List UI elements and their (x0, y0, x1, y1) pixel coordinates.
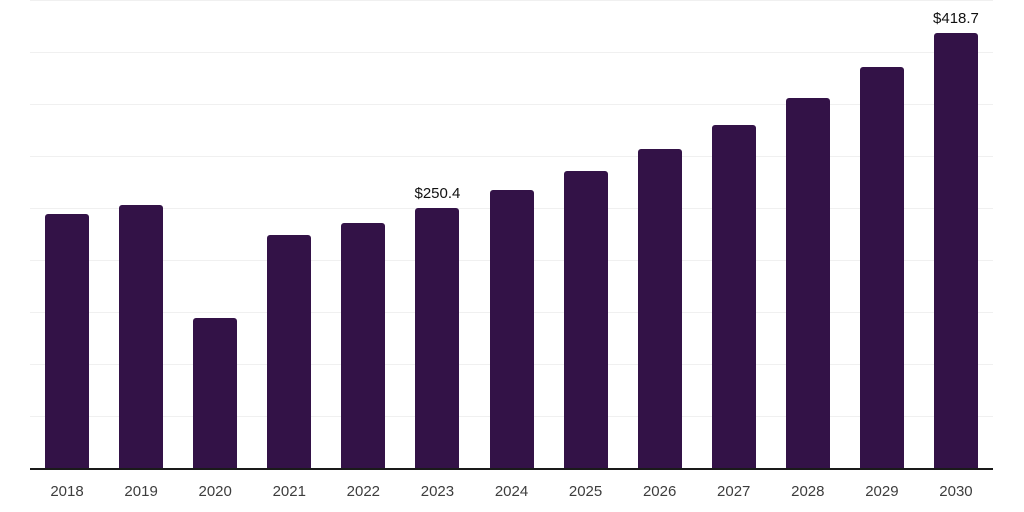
x-tick-2025: 2025 (568, 483, 603, 500)
bar-2024 (489, 189, 534, 468)
x-axis: 2018 2019 2020 2021 2022 2023 2024 2025 2026 2027… (30, 484, 993, 504)
x-tick-2019: 2019 (124, 483, 158, 500)
bar-2028 (785, 97, 830, 468)
x-tick-2018: 2018 (50, 483, 84, 500)
x-tick-2024: 2024 (494, 483, 529, 500)
x-tick-2028: 2028 (791, 483, 825, 500)
bar-2025 (563, 171, 608, 468)
x-tick-2029: 2029 (865, 483, 899, 500)
bar-2023 (415, 207, 460, 468)
x-tick-2030: 2030 (939, 483, 973, 500)
bar-2019 (119, 205, 164, 468)
bar-2026 (637, 149, 682, 468)
data-label-2030: $418.7 (933, 9, 979, 27)
x-tick-2026: 2026 (642, 483, 677, 500)
x-tick-2027: 2027 (717, 483, 751, 500)
plot-area: $250.4 $418.7 (30, 0, 993, 470)
bar-2022 (341, 222, 386, 468)
gridline-450 (30, 0, 993, 1)
gridline-350 (30, 104, 993, 105)
bar-2030 (933, 32, 978, 468)
x-tick-2021: 2021 (272, 483, 306, 500)
gridline-300 (30, 156, 993, 157)
x-tick-2022: 2022 (346, 483, 381, 500)
x-tick-2023: 2023 (420, 483, 455, 500)
bar-2018 (45, 214, 90, 468)
bar-2029 (859, 67, 904, 468)
bar-2021 (267, 235, 312, 468)
bar-2020 (193, 318, 238, 468)
x-tick-2020: 2020 (198, 483, 232, 500)
bar-2027 (711, 124, 756, 468)
gridline-400 (30, 52, 993, 53)
data-label-2023: $250.4 (414, 184, 461, 202)
